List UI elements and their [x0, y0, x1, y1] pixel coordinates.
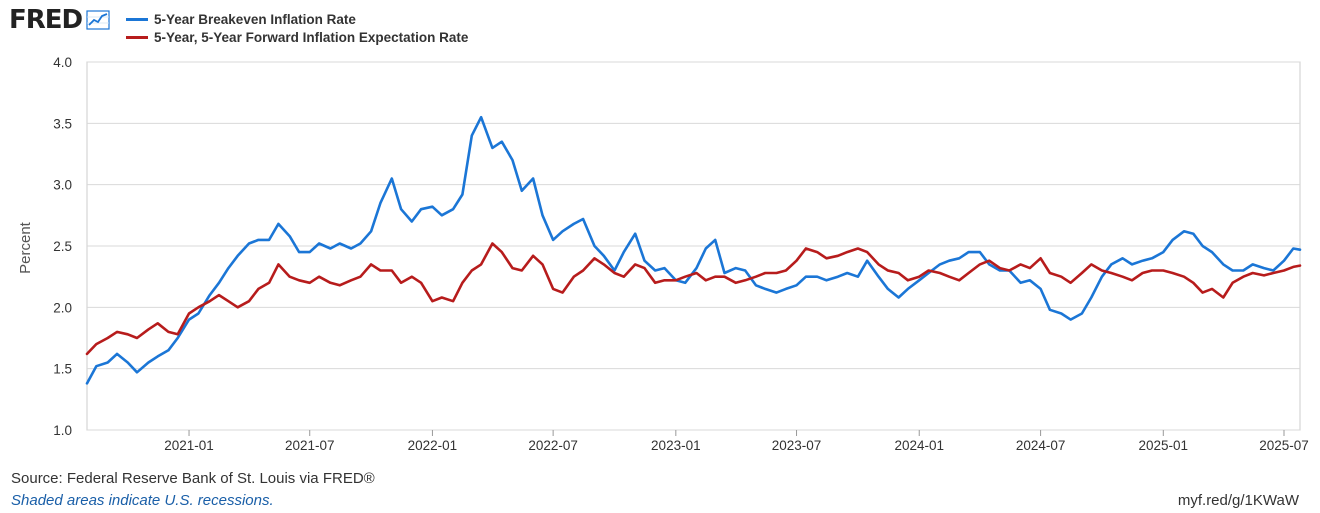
x-tick-label: 2023-01 [651, 438, 701, 453]
legend-item-forward[interactable]: 5-Year, 5-Year Forward Inflation Expecta… [126, 28, 468, 46]
legend-item-breakeven[interactable]: 5-Year Breakeven Inflation Rate [126, 10, 468, 28]
legend-label-forward: 5-Year, 5-Year Forward Inflation Expecta… [154, 29, 469, 45]
series-line-0[interactable] [85, 115, 1302, 385]
x-axis-ticks: 2021-01 2021-07 2022-01 2022-07 2023-01 2023-… [164, 430, 1309, 453]
series-lines [85, 115, 1302, 385]
x-tick-label: 2025-01 [1139, 438, 1189, 453]
x-tick-label: 2021-07 [285, 438, 335, 453]
fred-logo[interactable]: FRED [9, 5, 110, 35]
x-tick-label: 2022-01 [408, 438, 458, 453]
x-tick-label: 2022-07 [528, 438, 578, 453]
chart-line-icon [86, 10, 110, 30]
short-link[interactable]: myf.red/g/1KWaW [1177, 492, 1299, 509]
y-tick-label: 1.0 [53, 423, 72, 438]
y-tick-label: 3.5 [53, 116, 72, 131]
x-tick-label: 2024-07 [1016, 438, 1066, 453]
y-tick-label: 2.0 [53, 300, 72, 315]
chart-header: FRED 5-Year Breakeven Inflation Rate 5-Y… [0, 0, 1320, 52]
x-tick-label: 2021-01 [164, 438, 214, 453]
y-tick-label: 2.5 [53, 239, 72, 254]
fred-logo-text: FRED [9, 5, 83, 35]
y-axis-title: Percent [17, 221, 34, 274]
chart-legend: 5-Year Breakeven Inflation Rate 5-Year, … [126, 10, 468, 46]
x-tick-label: 2024-01 [894, 438, 944, 453]
series-line-1[interactable] [85, 242, 1302, 356]
y-tick-label: 3.0 [53, 178, 72, 193]
y-axis-ticks: 1.0 1.5 2.0 2.5 3.0 3.5 4.0 [53, 55, 72, 438]
legend-swatch-breakeven [126, 17, 148, 21]
x-tick-label: 2023-07 [772, 438, 822, 453]
grid-lines [86, 61, 1301, 431]
x-tick-label: 2025-07 [1259, 438, 1309, 453]
y-tick-label: 4.0 [53, 55, 72, 70]
recession-note: Shaded areas indicate U.S. recessions. [11, 492, 274, 509]
y-tick-label: 1.5 [53, 362, 72, 377]
source-note: Source: Federal Reserve Bank of St. Loui… [11, 470, 375, 487]
legend-label-breakeven: 5-Year Breakeven Inflation Rate [154, 11, 356, 27]
legend-swatch-forward [126, 35, 148, 39]
line-chart[interactable]: 1.0 1.5 2.0 2.5 3.0 3.5 4.0 2021-01 2021-07 2022… [0, 50, 1320, 460]
